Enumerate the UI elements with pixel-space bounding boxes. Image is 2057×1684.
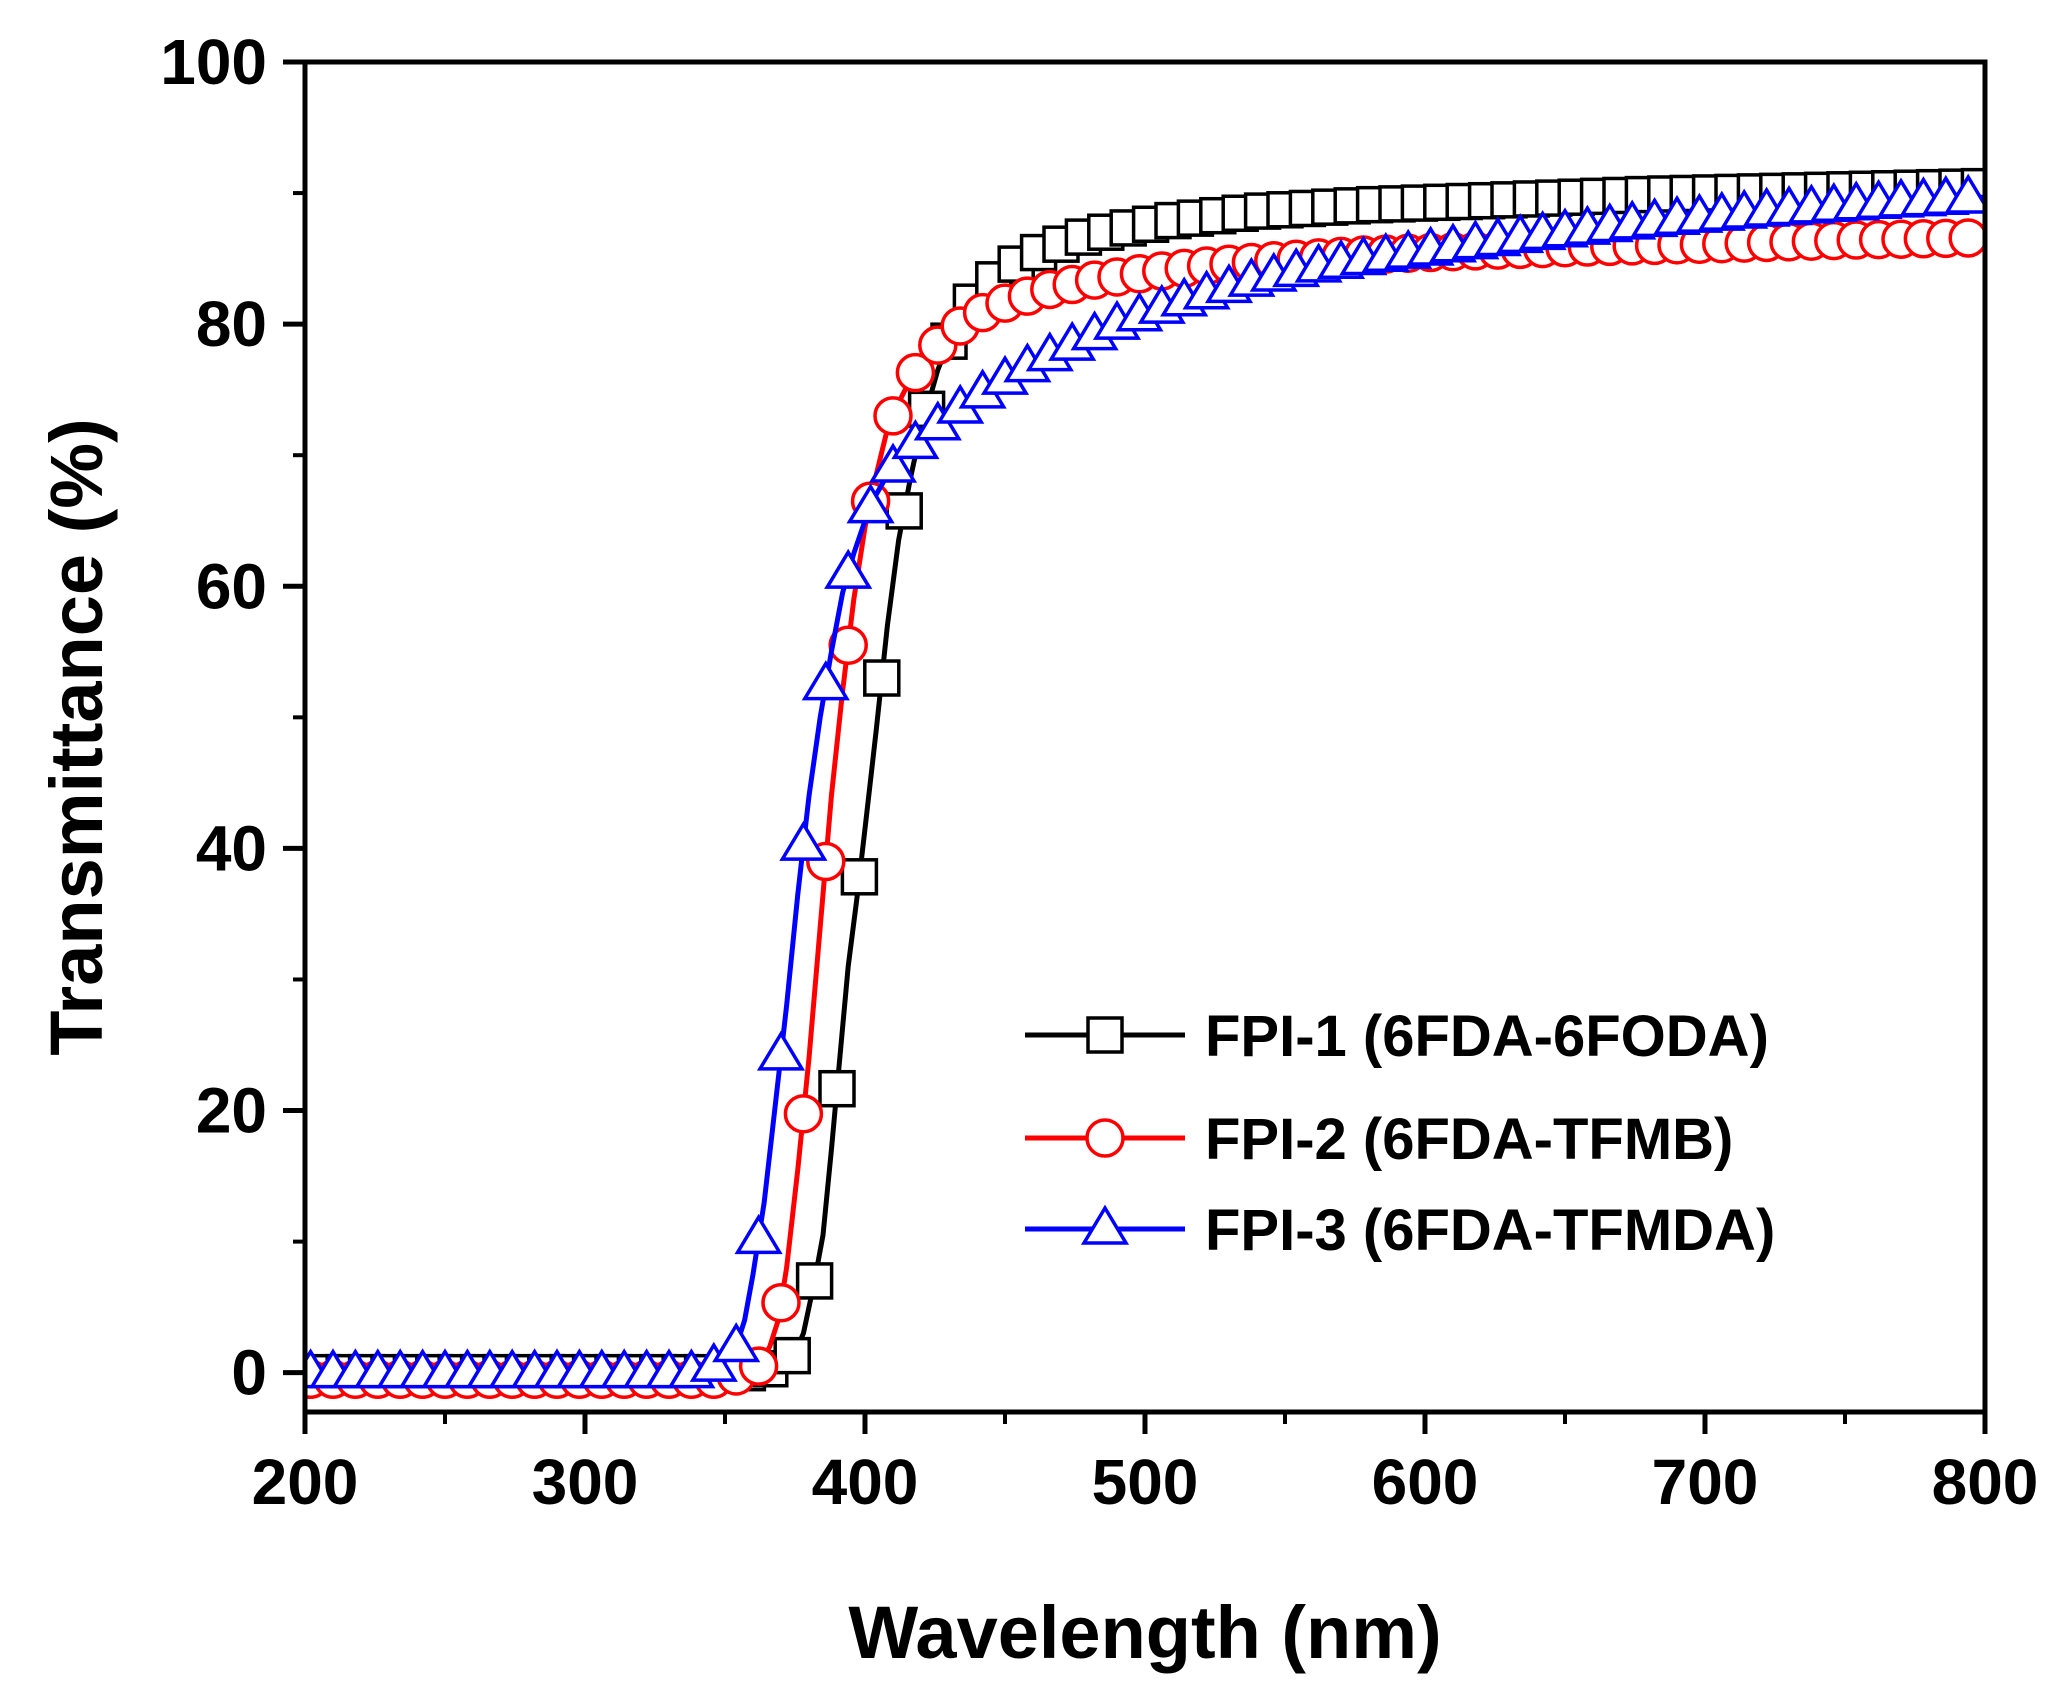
legend-label: FPI-3 (6FDA-TFMDA): [1205, 1198, 1775, 1263]
x-tick-label: 700: [1652, 1446, 1759, 1518]
triangle-marker: [756, 1030, 806, 1071]
square-marker: [773, 1336, 811, 1375]
y-axis-title: Transmittance (%): [35, 418, 118, 1055]
triangle-marker: [868, 442, 918, 483]
x-tick-label: 500: [1092, 1446, 1199, 1518]
x-tick-label: 300: [532, 1446, 639, 1518]
triangle-marker: [1944, 173, 1985, 214]
y-tick-label: 40: [196, 812, 267, 884]
y-tick-label: 20: [196, 1075, 267, 1147]
circle-marker: [783, 1094, 824, 1134]
triangle-marker: [846, 483, 895, 524]
legend-circle-marker: [1085, 1118, 1125, 1158]
square-marker: [885, 492, 923, 530]
circle-marker: [895, 352, 936, 393]
legend-label: FPI-2 (6FDA-TFMB): [1205, 1107, 1733, 1172]
series-line: [305, 184, 1985, 1376]
legend-item: FPI-3 (6FDA-TFMDA): [1025, 1198, 1775, 1263]
axis-tick-labels: 200 300 400 500 600 700 800 0 20 40 60 80 100: [160, 26, 2038, 1518]
y-tick-label: 0: [231, 1337, 267, 1409]
triangle-marker: [712, 1322, 761, 1363]
legend-triangle-marker: [1080, 1204, 1130, 1245]
square-marker: [863, 659, 901, 697]
triangle-marker: [689, 1341, 738, 1382]
y-tick-label: 60: [196, 550, 267, 622]
square-marker: [840, 858, 879, 896]
circle-marker: [1948, 218, 1985, 258]
series-3: [305, 173, 1985, 1389]
series-line: [305, 194, 1985, 1376]
legend-item: FPI-1 (6FDA-6FODA): [1025, 1004, 1769, 1069]
x-tick-label: 400: [812, 1446, 919, 1518]
triangle-marker: [734, 1213, 783, 1255]
triangle-marker: [824, 548, 873, 589]
square-marker: [818, 1069, 856, 1108]
legend-square-marker: [1086, 1016, 1124, 1054]
plot-area: [305, 167, 1985, 1399]
x-tick-label: 800: [1932, 1446, 2039, 1518]
x-tick-label: 600: [1372, 1446, 1479, 1518]
y-tick-label: 80: [196, 288, 267, 360]
y-tick-label: 100: [160, 26, 267, 98]
circle-marker: [873, 396, 913, 436]
triangle-marker: [801, 660, 850, 701]
x-axis-title: Wavelength (nm): [848, 1591, 1441, 1674]
triangle-marker: [779, 820, 828, 861]
axis-ticks: [283, 59, 1988, 1434]
x-tick-label: 200: [252, 1446, 359, 1518]
circle-marker: [761, 1283, 801, 1323]
legend: FPI-1 (6FDA-6FODA) FPI-2 (6FDA-TFMB) FPI-3…: [1025, 1004, 1775, 1263]
square-marker: [795, 1262, 834, 1300]
legend-label: FPI-1 (6FDA-6FODA): [1205, 1004, 1769, 1069]
legend-item: FPI-2 (6FDA-TFMB): [1025, 1107, 1733, 1172]
